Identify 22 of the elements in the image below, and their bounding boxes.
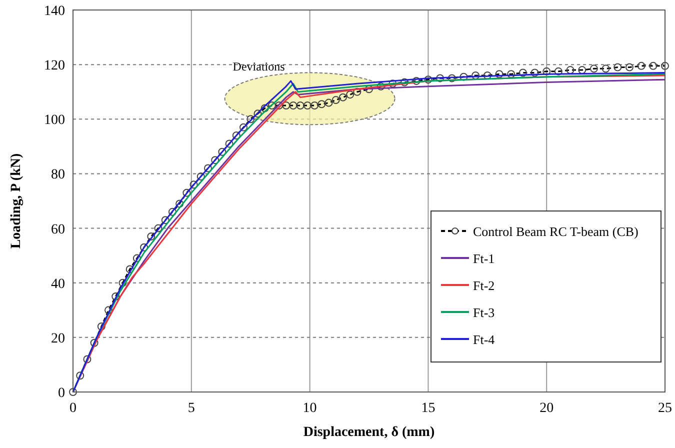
y-tick-label: 80	[51, 168, 65, 183]
legend-label: Ft-2	[473, 278, 495, 293]
annotation: Deviations	[232, 60, 286, 74]
y-axis-title: Loading, P (kN)	[9, 153, 24, 249]
y-tick-label: 100	[44, 113, 65, 128]
y-tick-label: 0	[58, 386, 65, 401]
legend-label: Ft-3	[473, 305, 495, 320]
y-tick-label: 20	[51, 331, 65, 346]
y-tick-label: 60	[51, 222, 65, 238]
x-tick-label: 20	[540, 401, 554, 416]
x-tick-label: 10	[302, 401, 317, 416]
x-tick-label: 15	[421, 401, 436, 416]
legend-label: Ft-4	[473, 332, 496, 347]
y-tick-label: 120	[44, 58, 65, 74]
y-tick-label: 140	[44, 4, 65, 19]
x-tick-label: 0	[70, 401, 76, 416]
x-tick-label: 25	[658, 401, 672, 416]
x-axis-title: Displacement, δ (mm)	[303, 425, 435, 440]
y-tick-label: 40	[51, 276, 65, 292]
legend-label: Ft-1	[473, 251, 495, 266]
legend-label: Control Beam RC T-beam (CB)	[473, 224, 638, 239]
x-tick-label: 5	[188, 401, 195, 416]
